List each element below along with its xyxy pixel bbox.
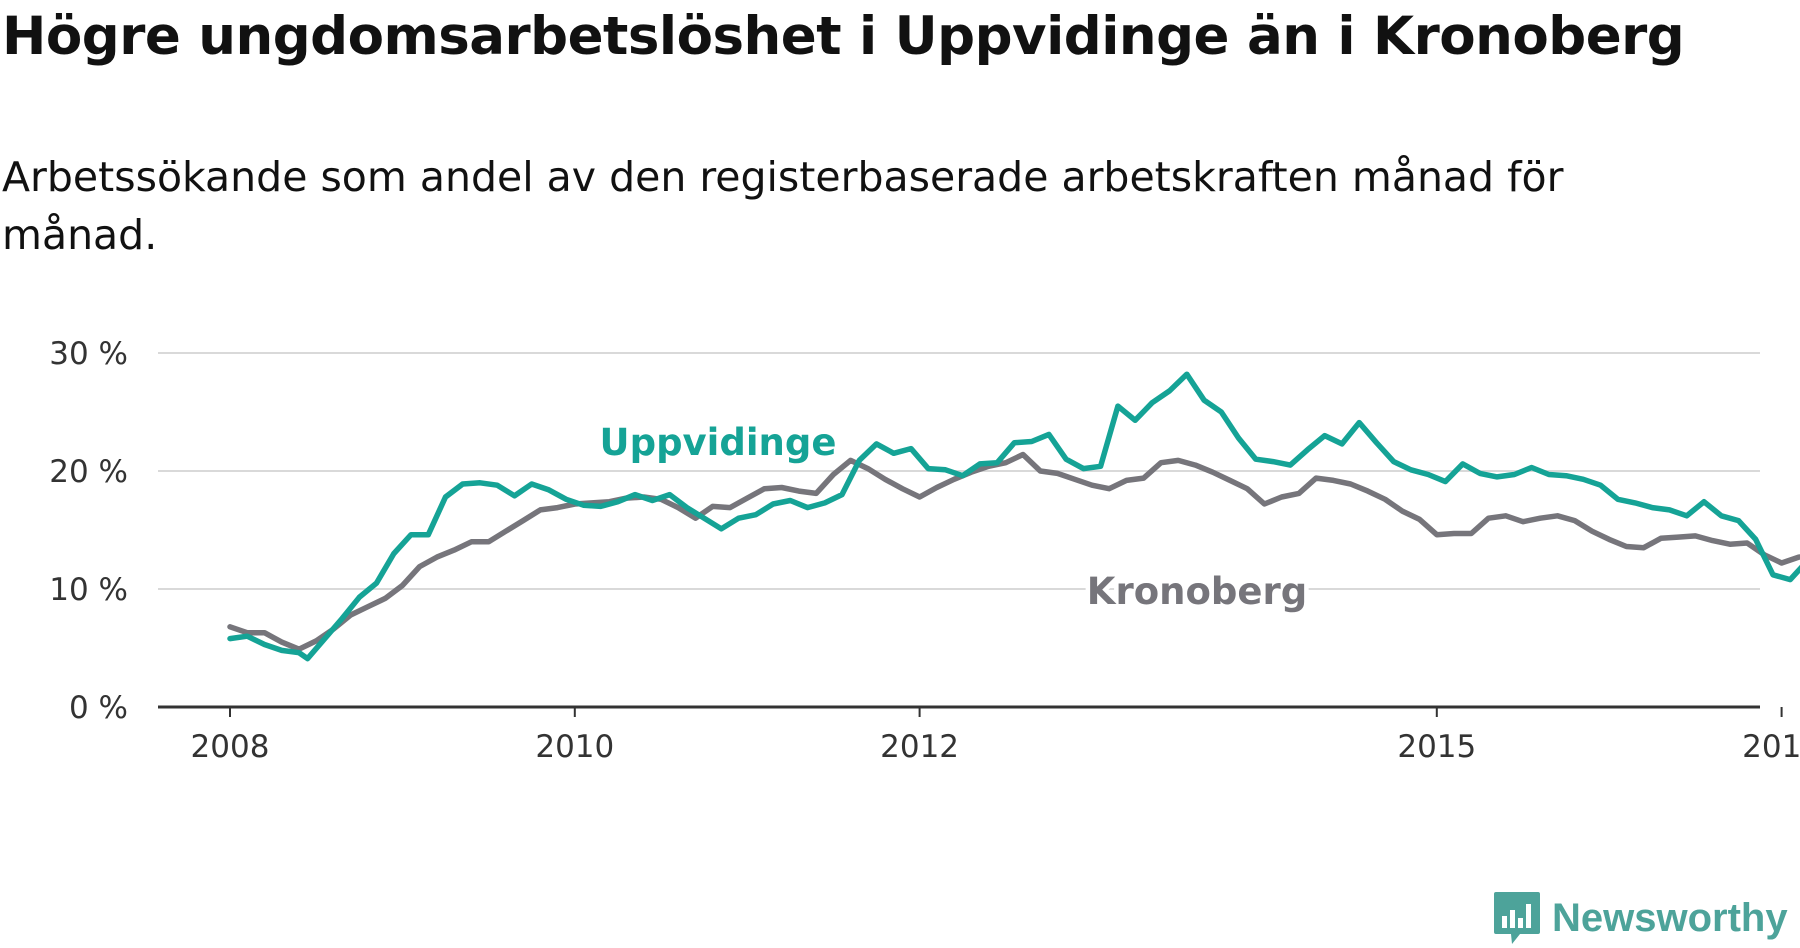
y-tick-label: 20 % bbox=[49, 454, 128, 490]
chart-title: Högre ungdomsarbetslöshet i Uppvidinge ä… bbox=[2, 6, 1685, 67]
y-tick-label: 10 % bbox=[49, 572, 128, 608]
newsworthy-logo-text: Newsworthy bbox=[1552, 895, 1788, 940]
x-tick-label: 2010 bbox=[535, 729, 614, 765]
x-tick-label: 2012 bbox=[880, 729, 959, 765]
x-tick-label: 2008 bbox=[191, 729, 270, 765]
newsworthy-logo: Newsworthy bbox=[1492, 890, 1788, 946]
chart-subtitle: Arbetssökande som andel av den registerb… bbox=[2, 153, 1564, 259]
series-label-uppvidinge: Uppvidinge bbox=[600, 421, 837, 464]
x-axis: 20082010201220152017202020222024 bbox=[158, 705, 1800, 765]
y-axis: 0 % 10 % 20 % 30 % bbox=[49, 336, 128, 726]
y-tick-label: 30 % bbox=[49, 336, 128, 372]
series-line-uppvidinge bbox=[227, 371, 1800, 662]
grid-lines bbox=[158, 352, 1760, 590]
x-tick-label: 2017 bbox=[1742, 729, 1800, 765]
series-line-kronoberg bbox=[227, 451, 1800, 652]
series-labels: UppvidingeKronoberg10,8 %8,9 % bbox=[595, 417, 1312, 618]
y-tick-label: 0 % bbox=[69, 690, 128, 726]
series-group bbox=[227, 371, 1800, 662]
x-tick-label: 2015 bbox=[1397, 729, 1476, 765]
series-label-kronoberg: Kronoberg bbox=[1087, 570, 1307, 613]
newsworthy-logo-icon bbox=[1494, 892, 1540, 944]
